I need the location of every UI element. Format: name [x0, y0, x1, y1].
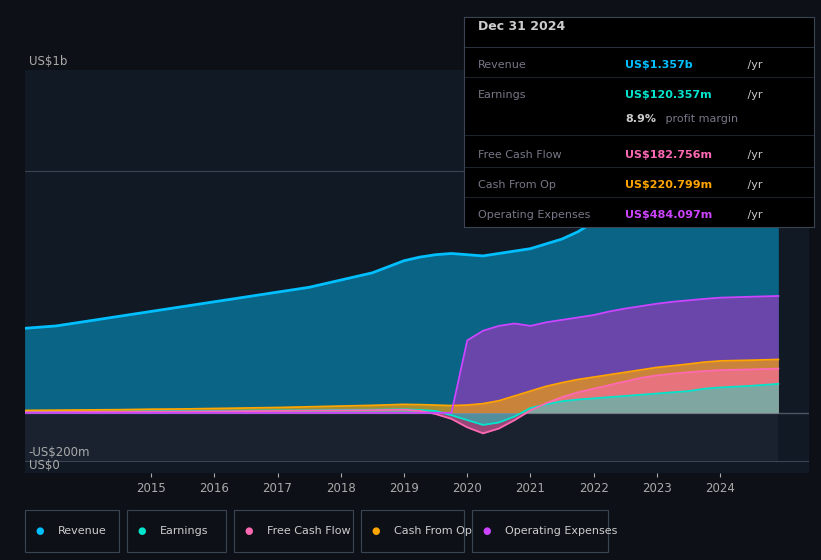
- Text: /yr: /yr: [745, 60, 763, 70]
- Text: Free Cash Flow: Free Cash Flow: [267, 526, 351, 535]
- Text: US$1b: US$1b: [29, 55, 67, 68]
- Text: Operating Expenses: Operating Expenses: [505, 526, 617, 535]
- Text: ●: ●: [35, 526, 44, 535]
- Text: ●: ●: [483, 526, 491, 535]
- Text: profit margin: profit margin: [662, 114, 738, 124]
- Text: /yr: /yr: [745, 210, 763, 220]
- Text: US$1.357b: US$1.357b: [625, 60, 693, 70]
- Text: 8.9%: 8.9%: [625, 114, 656, 124]
- Text: Earnings: Earnings: [478, 90, 526, 100]
- Text: -US$200m: -US$200m: [29, 446, 90, 459]
- Text: US$0: US$0: [29, 459, 59, 473]
- Text: US$484.097m: US$484.097m: [625, 210, 713, 220]
- Text: /yr: /yr: [745, 90, 763, 100]
- Text: US$120.357m: US$120.357m: [625, 90, 712, 100]
- Text: Cash From Op: Cash From Op: [478, 180, 556, 190]
- Text: /yr: /yr: [745, 150, 763, 160]
- Text: Dec 31 2024: Dec 31 2024: [478, 20, 565, 33]
- Text: Cash From Op: Cash From Op: [394, 526, 472, 535]
- Text: Earnings: Earnings: [160, 526, 209, 535]
- Text: Revenue: Revenue: [57, 526, 106, 535]
- Text: ●: ●: [245, 526, 253, 535]
- Text: US$182.756m: US$182.756m: [625, 150, 712, 160]
- Text: Free Cash Flow: Free Cash Flow: [478, 150, 562, 160]
- Text: /yr: /yr: [745, 180, 763, 190]
- Text: ●: ●: [138, 526, 146, 535]
- Text: US$220.799m: US$220.799m: [625, 180, 713, 190]
- Text: ●: ●: [372, 526, 380, 535]
- Text: Revenue: Revenue: [478, 60, 526, 70]
- Text: Operating Expenses: Operating Expenses: [478, 210, 590, 220]
